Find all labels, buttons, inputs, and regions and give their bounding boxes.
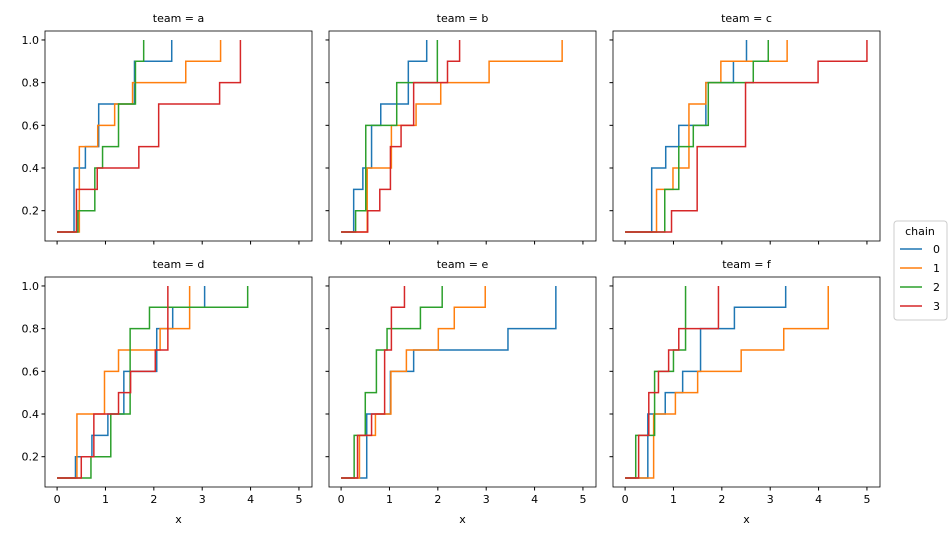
y-tick-label: 0.2: [22, 205, 40, 218]
axes-frame: [44, 276, 313, 488]
series-line-chain-3: [57, 285, 169, 479]
series-line-chain-1: [341, 39, 563, 233]
y-tick-label: 0.6: [22, 119, 40, 132]
x-axis-label: x: [743, 513, 750, 526]
y-tick-label: 0.6: [22, 365, 40, 378]
x-tick-label: 2: [434, 493, 441, 506]
x-tick-label: 3: [483, 493, 490, 506]
series-line-chain-1: [57, 285, 191, 479]
legend-frame: [893, 220, 948, 321]
y-tick-label: 1.0: [22, 280, 40, 293]
series-line-chain-2: [341, 285, 443, 479]
series-line-chain-2: [57, 285, 249, 479]
facet-title: team = c: [721, 12, 772, 25]
facet-title: team = f: [722, 258, 772, 271]
series-line-chain-3: [341, 39, 461, 233]
x-tick-label: 2: [718, 493, 725, 506]
legend-label: 3: [933, 300, 940, 313]
axes-frame: [328, 30, 597, 242]
series-line-chain-3: [341, 285, 406, 479]
series-line-chain-1: [57, 39, 222, 233]
series-line-chain-2: [341, 39, 439, 233]
x-tick-label: 0: [54, 493, 61, 506]
y-tick-label: 0.4: [22, 408, 40, 421]
legend-title: chain: [905, 225, 935, 238]
x-tick-label: 1: [386, 493, 393, 506]
legend-label: 2: [933, 281, 940, 294]
facet-panel: team = c: [609, 12, 881, 245]
series-line-chain-0: [341, 39, 428, 233]
series-line-chain-3: [57, 39, 242, 233]
x-tick-label: 1: [102, 493, 109, 506]
axes-frame: [612, 276, 881, 488]
series-line-chain-0: [57, 39, 173, 233]
x-axis-label: x: [459, 513, 466, 526]
x-tick-label: 3: [199, 493, 206, 506]
axes-frame: [612, 30, 881, 242]
facet-panel: team = d 0 1 2 3 4 5 0.2 0.4 0.6 0.8 1.0 x: [22, 258, 313, 526]
y-tick-label: 0.8: [22, 77, 40, 90]
series-line-chain-2: [57, 39, 145, 233]
x-tick-label: 5: [863, 493, 870, 506]
x-tick-label: 0: [338, 493, 345, 506]
facet-title: team = b: [437, 12, 489, 25]
facet-panel: team = b: [325, 12, 597, 245]
series-line-chain-2: [625, 39, 770, 233]
x-tick-label: 1: [670, 493, 677, 506]
axes-frame: [328, 276, 597, 488]
series-line-chain-0: [625, 285, 787, 479]
facet-panel: team = f 0 1 2 3 4 5 x: [609, 258, 881, 526]
x-tick-label: 5: [295, 493, 302, 506]
legend: chain 0 1 2 3: [893, 220, 948, 321]
series-line-chain-0: [625, 39, 748, 233]
x-tick-label: 3: [767, 493, 774, 506]
facet-panel: team = e 0 1 2 3 4 5 x: [325, 258, 597, 526]
y-tick-label: 0.2: [22, 451, 40, 464]
x-tick-label: 4: [815, 493, 822, 506]
x-tick-label: 4: [531, 493, 538, 506]
x-tick-label: 0: [622, 493, 629, 506]
x-tick-label: 4: [247, 493, 254, 506]
legend-label: 1: [933, 262, 940, 275]
x-tick-label: 2: [150, 493, 157, 506]
facet-title: team = a: [153, 12, 205, 25]
facet-panel: team = a 0.2 0.4 0.6 0.8 1.0: [22, 12, 313, 245]
series-line-chain-1: [625, 285, 829, 479]
series-line-chain-2: [625, 285, 687, 479]
series-line-chain-0: [341, 285, 557, 479]
facet-title: team = d: [153, 258, 205, 271]
x-tick-label: 5: [579, 493, 586, 506]
x-axis-label: x: [175, 513, 182, 526]
facet-title: team = e: [437, 258, 489, 271]
series-line-chain-3: [625, 285, 720, 479]
y-tick-label: 0.8: [22, 323, 40, 336]
legend-label: 0: [933, 243, 940, 256]
series-line-chain-1: [625, 39, 788, 233]
y-tick-label: 0.4: [22, 162, 40, 175]
axes-frame: [44, 30, 313, 242]
y-tick-label: 1.0: [22, 34, 40, 47]
series-line-chain-3: [625, 39, 868, 233]
series-line-chain-1: [341, 285, 486, 479]
